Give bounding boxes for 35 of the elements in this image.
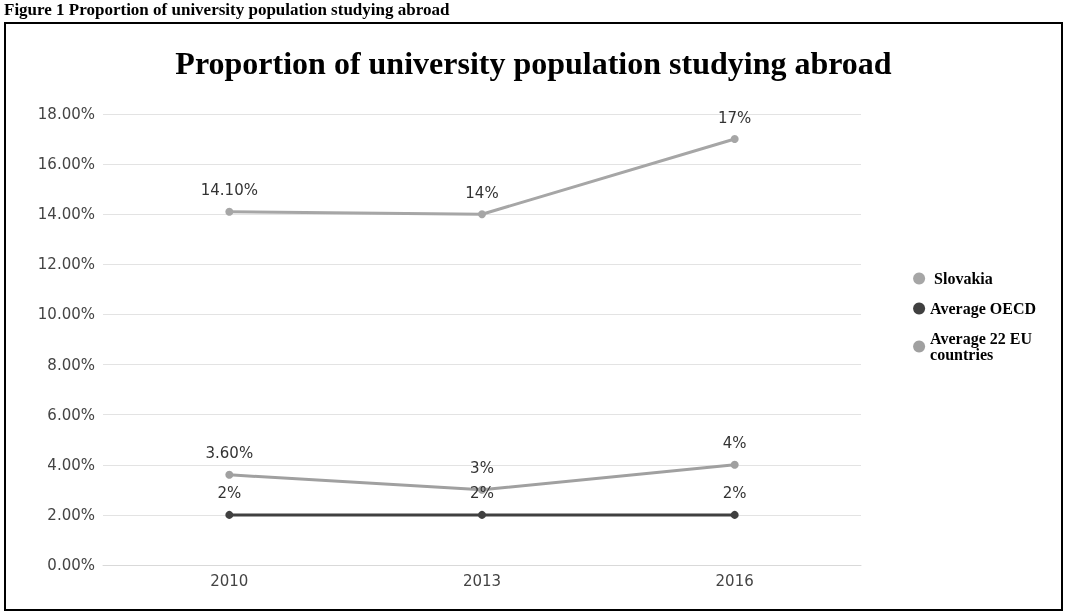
data-label: 4% [722,434,747,453]
point [478,510,486,519]
chart-title: Proportion of university population studying abroad [175,45,892,81]
data-label: 2% [470,484,494,503]
y-tick-label: 12.00% [37,255,95,274]
legend-label: Average 22 EU countries [930,330,1033,363]
data-label: 2% [217,484,242,503]
y-tick-label: 4.00% [47,455,95,474]
y-tick-label: 10.00% [37,305,95,324]
y-tick-label: 8.00% [47,355,95,374]
point [730,510,739,519]
point [730,135,739,144]
point [225,510,234,519]
data-label: 14.10% [200,181,258,200]
data-label: 17% [717,108,752,127]
data-label: 3.60% [205,444,254,463]
x-tick-label: 2016 [715,571,754,590]
y-tick-label: 14.00% [37,205,95,224]
y-tick-label: 16.00% [37,155,95,174]
data-label: 14% [465,183,499,202]
legend-label: Slovakia [930,270,993,287]
x-tick-label: 2010 [210,571,249,590]
data-label: 2% [722,484,747,503]
point [730,460,739,469]
y-tick-label: 18.00% [37,105,95,123]
legend-label: Average OECD [930,300,1037,318]
point [225,470,234,479]
point [225,207,234,216]
y-tick-label: 0.00% [47,556,95,574]
y-tick-label: 6.00% [47,405,95,424]
y-tick-label: 2.00% [47,505,95,524]
data-label: 3% [470,459,494,478]
caption: Figure 1 Proportion of university population studying abroad [4,0,450,20]
point [478,210,486,219]
x-tick-label: 2013 [462,571,502,590]
